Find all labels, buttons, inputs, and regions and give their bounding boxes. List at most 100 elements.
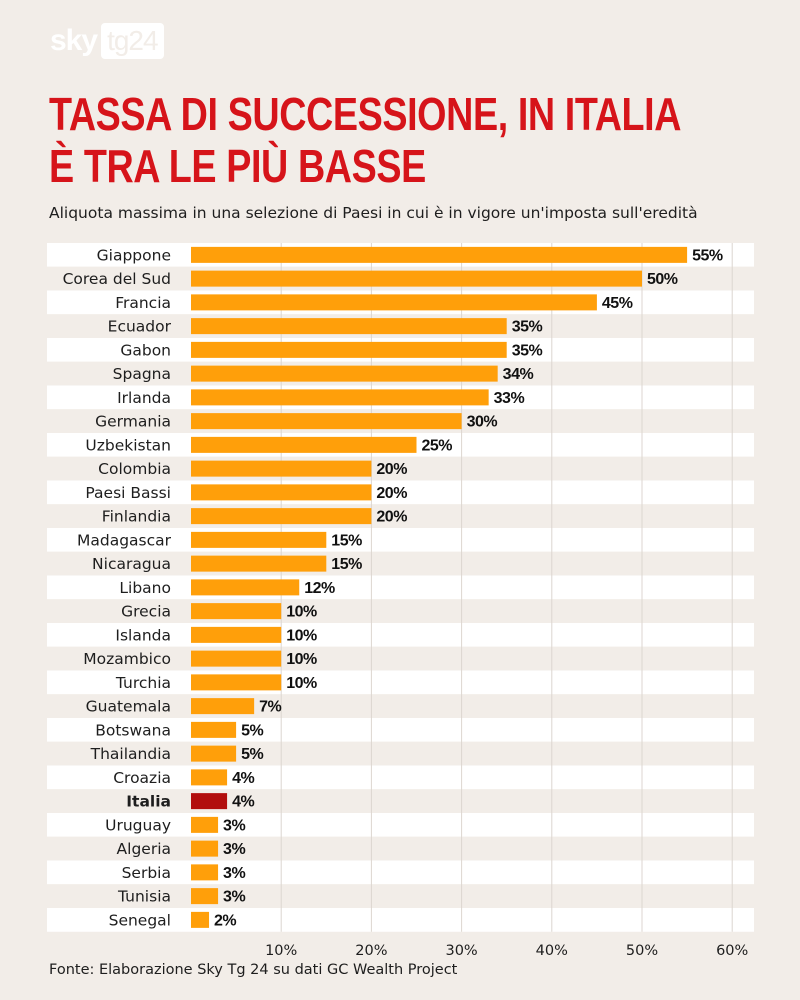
bar	[191, 888, 219, 905]
bar	[191, 698, 255, 715]
data-label: 5%	[241, 746, 263, 763]
bar	[191, 674, 282, 691]
category-label: Algeria	[117, 840, 171, 858]
row-band	[47, 908, 754, 932]
data-label: 3%	[223, 817, 245, 834]
data-label: 34%	[503, 366, 534, 383]
bar	[191, 864, 219, 881]
data-label: 5%	[241, 722, 263, 739]
data-label: 45%	[602, 295, 633, 312]
category-label: Guatemala	[86, 698, 171, 716]
data-label: 35%	[512, 319, 543, 336]
bar	[191, 579, 300, 596]
bar	[191, 816, 219, 833]
data-label: 25%	[422, 437, 453, 454]
data-label: 20%	[376, 509, 407, 526]
data-label: 3%	[223, 841, 245, 858]
bar	[191, 531, 327, 548]
data-label: 15%	[331, 532, 362, 549]
category-label: Irlanda	[117, 389, 171, 407]
bar	[191, 555, 327, 572]
chart-subtitle: Aliquota massima in una selezione di Pae…	[49, 204, 698, 222]
sky-tg24-logo: sky tg24	[50, 22, 164, 60]
category-label: Italia	[126, 793, 171, 811]
row-band	[47, 813, 754, 837]
category-label: Senegal	[109, 911, 171, 929]
x-tick-label: 10%	[265, 943, 297, 959]
data-label: 10%	[286, 651, 317, 668]
bar	[191, 413, 462, 430]
x-tick-label: 60%	[716, 943, 748, 959]
x-tick-label: 40%	[536, 943, 568, 959]
data-label: 30%	[467, 414, 498, 431]
category-label: Madagascar	[77, 531, 172, 549]
bar	[191, 721, 237, 738]
category-label: Germania	[95, 413, 171, 431]
category-label: Tunisia	[117, 888, 171, 906]
x-tick-label: 50%	[626, 943, 658, 959]
data-label: 7%	[259, 699, 281, 716]
row-band	[47, 884, 754, 908]
bar-chart: Giappone 55% Corea del Sud 50% Francia 45% Ecu…	[47, 243, 754, 959]
category-label: Colombia	[98, 460, 171, 478]
category-label: Libano	[119, 579, 171, 597]
data-label: 10%	[286, 627, 317, 644]
bar	[191, 484, 372, 501]
bar	[191, 745, 237, 762]
data-label: 20%	[376, 485, 407, 502]
bar	[191, 793, 228, 810]
bar	[191, 650, 282, 667]
bar	[191, 341, 507, 358]
bar	[191, 603, 282, 620]
category-label: Ecuador	[108, 318, 172, 336]
row-band	[47, 836, 754, 861]
data-label: 3%	[223, 865, 245, 882]
category-label: Giappone	[97, 246, 171, 264]
data-label: 15%	[331, 556, 362, 573]
category-label: Paesi Bassi	[85, 484, 171, 502]
source-note: Fonte: Elaborazione Sky Tg 24 su dati GC…	[49, 962, 458, 978]
category-label: Gabon	[120, 341, 171, 359]
category-label: Uzbekistan	[85, 436, 171, 454]
category-label: Serbia	[122, 864, 171, 882]
bar	[191, 318, 507, 335]
bar	[191, 911, 210, 928]
bar	[191, 294, 597, 311]
bar	[191, 389, 489, 406]
bar	[191, 626, 282, 643]
bar	[191, 365, 498, 382]
data-label: 3%	[223, 889, 245, 906]
category-label: Croazia	[113, 769, 171, 787]
data-label: 10%	[286, 604, 317, 621]
bar	[191, 769, 228, 786]
bar	[191, 840, 219, 857]
chart-title-line-2: È TRA LE PIÙ BASSE	[49, 140, 426, 192]
category-label: Francia	[115, 294, 171, 312]
category-label: Finlandia	[102, 508, 171, 526]
category-label: Grecia	[121, 603, 171, 621]
data-label: 12%	[304, 580, 335, 597]
data-label: 10%	[286, 675, 317, 692]
data-label: 4%	[232, 770, 254, 787]
category-label: Islanda	[115, 626, 171, 644]
bar	[191, 436, 417, 453]
category-label: Turchia	[115, 674, 171, 692]
logo-sky-text: sky	[50, 24, 98, 57]
logo-tg24-text: tg24	[101, 23, 164, 59]
data-label: 2%	[214, 912, 236, 929]
data-label: 55%	[692, 247, 723, 264]
category-label: Botswana	[95, 721, 171, 739]
data-label: 20%	[376, 461, 407, 478]
category-label: Nicaragua	[92, 555, 171, 573]
row-band	[47, 860, 754, 885]
data-label: 33%	[494, 390, 525, 407]
chart-title-line-1: TASSA DI SUCCESSIONE, IN ITALIA	[49, 88, 682, 140]
category-label: Thailandia	[90, 745, 171, 763]
data-label: 4%	[232, 794, 254, 811]
bar	[191, 460, 372, 477]
chart-title: TASSA DI SUCCESSIONE, IN ITALIA È TRA LE…	[49, 88, 682, 192]
category-label: Spagna	[113, 365, 171, 383]
data-label: 50%	[647, 271, 678, 288]
bar	[191, 270, 642, 287]
x-tick-label: 20%	[355, 943, 387, 959]
